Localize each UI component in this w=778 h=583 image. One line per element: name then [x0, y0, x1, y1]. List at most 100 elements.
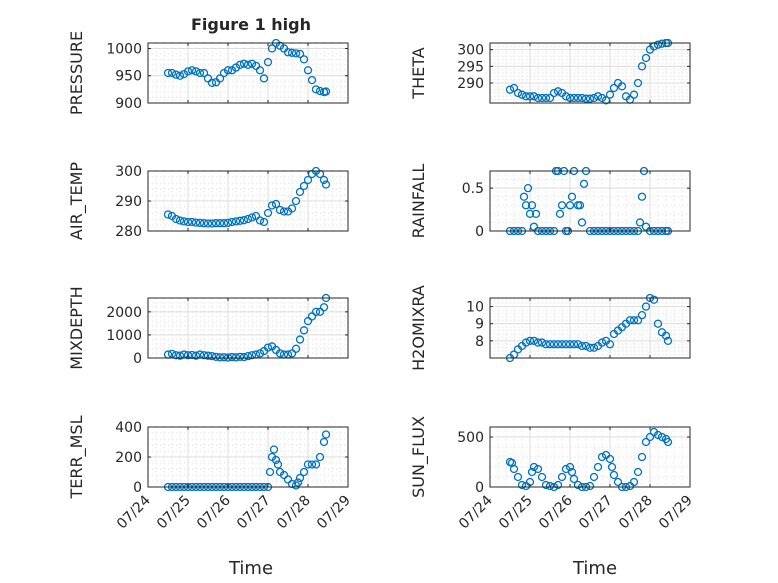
data-point [299, 467, 309, 477]
data-point [653, 430, 663, 440]
data-point [315, 86, 325, 96]
data-point [525, 336, 535, 346]
data-point [307, 75, 317, 85]
data-point [625, 316, 635, 325]
data-point [283, 48, 293, 57]
y-tick-label: 0 [133, 480, 142, 496]
axes-frame [147, 297, 349, 359]
data-point [597, 93, 607, 103]
y-tick-label: 300 [115, 164, 142, 180]
data-point [269, 445, 279, 454]
data-point [519, 192, 529, 201]
data-point [567, 192, 577, 201]
data-point [575, 201, 585, 210]
y-tick-label: 10 [466, 300, 484, 316]
data-point [537, 93, 547, 103]
data-point [509, 464, 519, 474]
data-point [243, 352, 253, 361]
data-point [579, 179, 589, 189]
data-point [581, 94, 591, 103]
data-point [199, 68, 209, 78]
data-point [663, 437, 673, 447]
data-point [633, 467, 643, 477]
y-tick-label: 9 [475, 317, 484, 333]
data-point [271, 199, 281, 209]
y-tick-label: 200 [115, 450, 142, 466]
data-point [589, 343, 599, 352]
data-point [561, 340, 571, 349]
data-point [295, 473, 305, 483]
data-point [641, 437, 651, 447]
data-point [311, 85, 321, 94]
data-point [609, 470, 619, 480]
data-point [537, 338, 547, 347]
data-point [295, 187, 305, 197]
data-point [589, 472, 599, 482]
data-point [577, 218, 587, 227]
data-point [275, 205, 285, 215]
data-point [629, 477, 639, 487]
data-point [231, 217, 241, 226]
data-point [175, 351, 185, 360]
subplot-4: 0 0.5 RAINFALL [409, 164, 691, 240]
data-point [311, 460, 321, 469]
data-point [657, 432, 667, 442]
data-point [637, 62, 647, 71]
data-point [247, 213, 257, 222]
y-tick-label: 950 [115, 69, 142, 85]
data-point [549, 340, 559, 349]
data-point [171, 351, 181, 360]
data-point [279, 207, 289, 216]
data-point [529, 462, 539, 472]
axes-frame [489, 297, 691, 359]
x-tick-label: 07/26 [194, 492, 234, 532]
data-point [321, 430, 331, 439]
data-point [227, 217, 237, 227]
y-axis-label: AIR_TEMP [67, 162, 87, 240]
x-tick-label: 07/29 [314, 493, 354, 533]
data-point [657, 39, 667, 48]
data-point [505, 85, 515, 94]
data-point [175, 216, 185, 225]
data-point [255, 216, 265, 225]
y-tick-label: 2000 [106, 305, 142, 321]
data-point [549, 88, 559, 98]
data-point [577, 341, 587, 351]
data-point [557, 340, 567, 349]
data-point [637, 310, 647, 320]
data-point [569, 474, 579, 484]
data-point [545, 340, 555, 349]
y-axis-label: H2OMIXRA [409, 285, 428, 371]
data-point [523, 183, 533, 193]
data-point [521, 92, 531, 101]
data-point [561, 92, 571, 101]
x-axis-label-right: Time [572, 558, 617, 579]
x-tick-label: 07/27 [234, 493, 274, 533]
data-point [223, 66, 233, 75]
data-point [661, 331, 671, 340]
data-point [263, 208, 273, 218]
y-tick-label: 0.5 [462, 181, 484, 197]
data-point [295, 335, 305, 344]
data-point [529, 92, 539, 101]
y-tick-label: 295 [457, 59, 484, 75]
y-axis-label: THETA [409, 47, 428, 99]
x-tick-label: 07/25 [496, 493, 536, 533]
data-point [163, 210, 173, 219]
x-tick-label: 07/24 [456, 492, 496, 532]
data-point [633, 316, 643, 325]
data-point [553, 87, 563, 96]
data-point [191, 67, 201, 76]
data-point [569, 93, 579, 103]
y-tick-label: 1000 [106, 41, 142, 57]
data-point [641, 53, 651, 63]
data-point [637, 452, 647, 462]
data-point [321, 87, 331, 96]
data-point [171, 214, 181, 224]
data-point [569, 340, 579, 349]
data-point [525, 209, 535, 219]
data-point [259, 74, 269, 83]
data-point [299, 326, 309, 335]
